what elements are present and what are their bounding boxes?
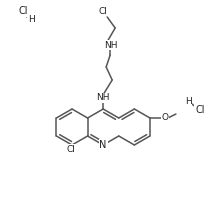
Text: H: H (28, 15, 34, 23)
Text: Cl: Cl (99, 7, 108, 16)
Text: Cl: Cl (18, 6, 28, 16)
Text: N: N (99, 140, 107, 150)
Text: Cl: Cl (195, 105, 205, 115)
Text: NH: NH (96, 94, 110, 102)
Text: H: H (185, 98, 191, 106)
Text: O: O (162, 113, 168, 123)
Text: Cl: Cl (67, 144, 75, 153)
Text: NH: NH (104, 41, 118, 50)
